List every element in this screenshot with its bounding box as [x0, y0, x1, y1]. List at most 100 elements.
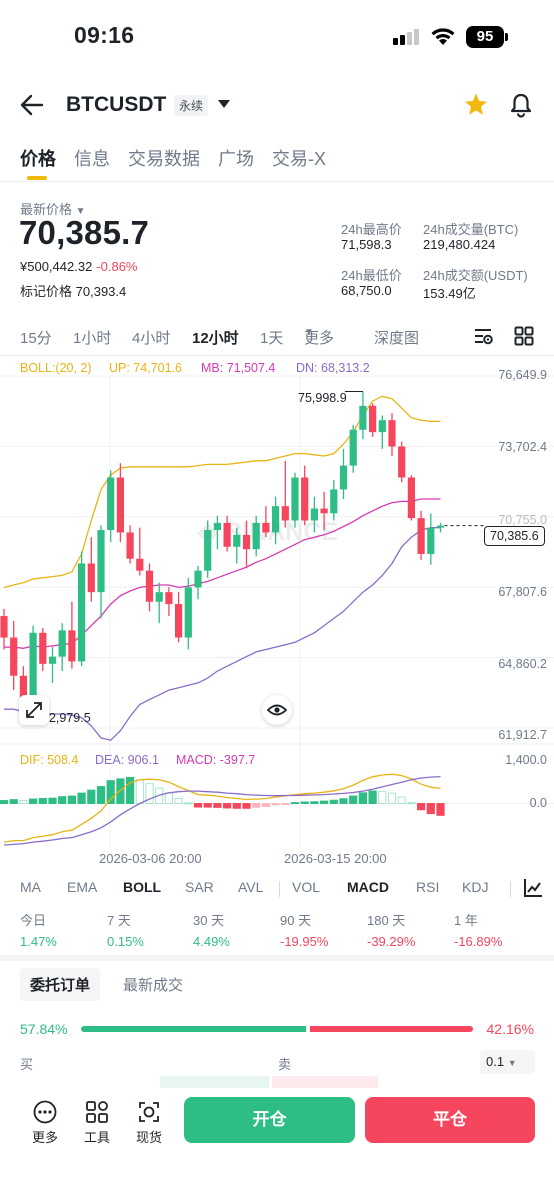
visibility-toggle-button[interactable] [262, 695, 292, 725]
candle-body [204, 530, 212, 571]
notification-bell-icon[interactable] [509, 92, 533, 118]
eye-icon [266, 704, 288, 716]
symbol-title[interactable]: BTCUSDT [66, 93, 167, 116]
depth-chart-tab[interactable]: 深度图 [374, 330, 420, 347]
tab-order-book[interactable]: 委托订单 [20, 968, 101, 1001]
spot-icon [139, 1102, 159, 1122]
candle-body [359, 405, 367, 430]
candle-body [126, 532, 134, 559]
macd-value: MACD: -397.7 [176, 753, 256, 767]
expand-chart-button[interactable] [19, 695, 49, 725]
depth-step-value: 0.1 [486, 1054, 505, 1069]
depth-step-selector[interactable]: 0.1 ▼ [480, 1050, 535, 1074]
indicator-kdj[interactable]: KDJ [462, 879, 489, 895]
tools-button[interactable]: 工具 [78, 1100, 116, 1146]
layout-grid-icon[interactable] [514, 326, 534, 346]
low-24h-label: 24h最低价 [341, 268, 402, 283]
x-tick-label: 2026-03-15 20:00 [284, 851, 387, 866]
macd-histogram-bar [48, 797, 57, 805]
performance-item: 1 年 -16.89% [454, 910, 502, 949]
top-tabs: 价格 信息 交易数据 广场 交易-X [20, 145, 344, 175]
indicator-macd[interactable]: MACD [347, 879, 389, 895]
ask-depth-bar [272, 1076, 378, 1088]
interval-1h[interactable]: 1小时 [73, 330, 112, 347]
performance-item: 今日 1.47% [20, 910, 57, 949]
interval-1d[interactable]: 1天 [260, 330, 284, 347]
indicator-ema[interactable]: EMA [67, 879, 98, 895]
tools-icon [86, 1101, 108, 1123]
macd-histogram-bar [145, 783, 154, 805]
macd-histogram-bar [407, 802, 416, 805]
boll-lower-line [4, 527, 441, 741]
macd-histogram-bar [164, 792, 174, 805]
macd-histogram-bar [174, 797, 183, 805]
indicator-rsi[interactable]: RSI [416, 879, 440, 895]
back-arrow-icon[interactable] [20, 94, 44, 116]
volume-usdt-label: 24h成交额(USDT) [423, 268, 528, 283]
price-change-percent: -0.86% [96, 259, 138, 274]
candle-body [194, 570, 202, 588]
boll-middle-line [4, 498, 441, 649]
candle-body [136, 558, 144, 571]
macd-histogram-bar [184, 802, 193, 805]
more-label: 更多 [31, 1130, 58, 1145]
candle-body [48, 656, 57, 664]
tab-trade-x[interactable]: 交易-X [272, 149, 326, 169]
last-price-label[interactable]: 最新价格 ▼ [20, 202, 86, 217]
volume-usdt-value: 153.49亿 [423, 286, 476, 301]
indicator-vol[interactable]: VOL [292, 879, 321, 895]
tab-info[interactable]: 信息 [74, 149, 110, 169]
tab-recent-trades[interactable]: 最新成交 [123, 977, 184, 994]
wifi-icon [431, 28, 455, 45]
more-button[interactable]: 更多 [26, 1100, 64, 1146]
y-tick-label: 76,649.9 [498, 368, 547, 382]
indicator-boll[interactable]: BOLL [123, 879, 162, 895]
indicator-ma[interactable]: MA [20, 879, 41, 895]
spot-button[interactable]: 现货 [130, 1100, 168, 1146]
indicator-avl[interactable]: AVL [238, 879, 264, 895]
macd-histogram-bar [67, 795, 77, 805]
macd-histogram-bar [135, 779, 144, 805]
indicator-settings-icon[interactable] [523, 878, 543, 898]
candlestick-chart[interactable]: ◈ BINANCE [0, 360, 554, 870]
macd-histogram-bar [96, 786, 106, 805]
candle-body [339, 465, 348, 490]
candle-body [301, 477, 309, 521]
more-icon [33, 1100, 57, 1124]
interval-12h[interactable]: 12小时 [192, 330, 239, 347]
macd-histogram-bar [397, 796, 406, 805]
chart-settings-icon[interactable] [474, 327, 494, 346]
macd-histogram-bar [87, 789, 96, 805]
candle-body [369, 405, 377, 433]
favorite-star-icon[interactable] [463, 92, 489, 117]
divider [0, 355, 554, 356]
interval-15m[interactable]: 15分 [20, 330, 52, 347]
candle-body [252, 522, 260, 550]
macd-histogram-bar [387, 792, 397, 805]
macd-histogram-bar [116, 778, 125, 805]
candle-body [58, 630, 66, 657]
indicator-sar[interactable]: SAR [185, 879, 214, 895]
mark-price-value: 70,393.4 [75, 284, 127, 299]
macd-y-tick-label: 1,400.0 [505, 753, 547, 767]
open-position-button[interactable]: 开仓 [184, 1097, 355, 1143]
y-tick-label: 61,912.7 [498, 728, 547, 742]
perf-label: 7 天 [107, 913, 131, 928]
candle-body [242, 534, 251, 550]
symbol-dropdown-icon[interactable] [217, 99, 231, 109]
tab-price[interactable]: 价格 [20, 149, 56, 169]
tab-square[interactable]: 广场 [218, 149, 254, 169]
interval-4h[interactable]: 4小时 [132, 330, 171, 347]
high-24h-value: 71,598.3 [341, 237, 392, 252]
macd-histogram-bar [77, 792, 86, 805]
status-time: 09:16 [74, 22, 135, 48]
close-position-button[interactable]: 平仓 [365, 1097, 535, 1143]
macd-histogram-bar [426, 803, 435, 815]
mark-price: 标记价格 70,393.4 [20, 281, 126, 300]
cny-price: ¥500,442.32 -0.86% [20, 259, 138, 274]
perf-value: -19.95% [280, 934, 329, 949]
tab-trading-data[interactable]: 交易数据 [128, 149, 200, 169]
macd-histogram-bar [203, 803, 212, 808]
candle-body [398, 446, 406, 478]
perf-value: 1.47% [20, 934, 57, 949]
